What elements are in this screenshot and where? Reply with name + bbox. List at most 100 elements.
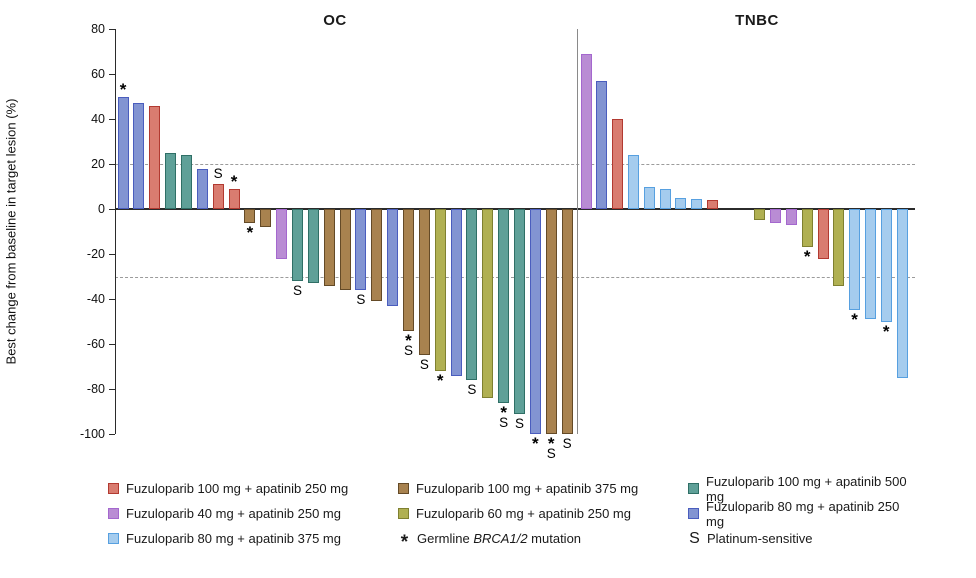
y-tick-label: -20 xyxy=(86,247,105,261)
bar-oc-23 xyxy=(466,209,478,380)
brca-mutation-mark: * xyxy=(851,310,858,330)
legend-label: Fuzuloparib 60 mg + apatinib 250 mg xyxy=(416,506,631,521)
bar-tnbc-3 xyxy=(612,119,624,209)
y-tick-label: -40 xyxy=(86,292,105,306)
platinum-sensitive-mark: S xyxy=(356,292,366,307)
brca-mutation-mark: * xyxy=(500,402,507,422)
y-tick-label: 80 xyxy=(91,22,105,36)
y-tick xyxy=(109,73,115,75)
legend-swatch xyxy=(688,483,699,494)
legend-item-lightblue: Fuzuloparib 80 mg + apatinib 375 mg xyxy=(108,530,398,547)
y-tick xyxy=(109,118,115,120)
bar-tnbc-5 xyxy=(643,186,655,209)
bar-oc-22 xyxy=(450,209,462,376)
legend-swatch xyxy=(108,508,119,519)
y-tick-label: -60 xyxy=(86,337,105,351)
platinum-sensitive-mark: S xyxy=(514,415,524,431)
legend-swatch xyxy=(108,533,119,544)
bar-oc-19 xyxy=(402,209,414,331)
s-symbol: S xyxy=(689,529,700,547)
bar-tnbc-15 xyxy=(801,209,813,248)
platinum-sensitive-mark: S xyxy=(467,382,477,397)
platinum-sensitive-mark: S xyxy=(562,436,572,451)
bar-tnbc-13 xyxy=(770,209,782,223)
y-tick xyxy=(109,28,115,30)
brca-mutation-mark: * xyxy=(246,222,254,242)
bar-tnbc-17 xyxy=(833,209,845,286)
y-tick-label: -100 xyxy=(79,427,105,441)
y-tick xyxy=(109,388,115,390)
brca-mutation-mark: * xyxy=(803,247,811,267)
bar-oc-15 xyxy=(339,209,351,290)
legend-swatch xyxy=(398,483,409,494)
platinum-sensitive-mark: S xyxy=(403,342,413,358)
panel-title-tnbc: TNBC xyxy=(735,12,779,29)
asterisk-symbol: * xyxy=(400,531,409,553)
brca-mutation-mark: * xyxy=(119,79,127,99)
bar-oc-11 xyxy=(276,209,288,259)
panel-title-oc: OC xyxy=(323,12,347,29)
brca-mutation-mark: * xyxy=(532,434,539,453)
platinum-sensitive-mark: S xyxy=(419,357,429,373)
brca-mutation-mark: * xyxy=(882,321,890,341)
y-tick-label: -80 xyxy=(86,382,105,396)
bar-oc-27 xyxy=(529,209,541,434)
bar-tnbc-6 xyxy=(659,188,671,209)
bar-tnbc-7 xyxy=(675,197,687,209)
bar-oc-28 xyxy=(545,209,557,434)
legend-label: Germline BRCA1/2 mutation xyxy=(417,531,582,546)
legend-swatch xyxy=(688,508,699,519)
bar-tnbc-9 xyxy=(706,200,718,209)
y-tick-label: 0 xyxy=(98,202,105,216)
bar-oc-8 xyxy=(228,188,240,209)
legend-item-purple: Fuzuloparib 40 mg + apatinib 250 mg xyxy=(108,505,398,522)
bar-tnbc-18 xyxy=(849,209,861,311)
brca-mutation-mark: * xyxy=(547,434,555,453)
bar-tnbc-21 xyxy=(896,209,908,378)
bar-oc-1 xyxy=(117,96,129,209)
bar-tnbc-1 xyxy=(580,53,592,209)
legend-label: Fuzuloparib 100 mg + apatinib 375 mg xyxy=(416,481,639,496)
bar-tnbc-2 xyxy=(596,80,608,209)
legend-column-2: Fuzuloparib 100 mg + apatinib 375 mg Fuzu… xyxy=(398,480,688,553)
bar-oc-7 xyxy=(212,184,224,209)
legend-column-1: Fuzuloparib 100 mg + apatinib 250 mg Fuzu… xyxy=(108,480,398,547)
legend-label: Fuzuloparib 40 mg + apatinib 250 mg xyxy=(126,506,341,521)
bar-oc-21 xyxy=(434,209,446,371)
legend-item-platinum-sensitive: S Platinum-sensitive xyxy=(688,530,918,547)
bar-tnbc-8 xyxy=(691,198,703,209)
legend-label: Fuzuloparib 80 mg + apatinib 375 mg xyxy=(126,531,341,546)
brca-mutation-mark: * xyxy=(230,171,238,191)
bar-oc-25 xyxy=(498,209,510,403)
bar-oc-2 xyxy=(133,103,145,209)
bar-oc-14 xyxy=(323,209,335,286)
platinum-sensitive-mark: S xyxy=(213,166,223,182)
legend-item-teal: Fuzuloparib 100 mg + apatinib 500 mg xyxy=(688,474,918,504)
bar-oc-9 xyxy=(244,209,256,223)
bar-tnbc-4 xyxy=(627,155,639,209)
legend-swatch xyxy=(398,508,409,519)
bar-oc-12 xyxy=(291,209,303,281)
panel-divider xyxy=(577,29,578,434)
bar-oc-10 xyxy=(260,209,272,227)
y-tick xyxy=(109,298,115,300)
platinum-sensitive-mark: S xyxy=(292,283,302,298)
legend-label: Fuzuloparib 80 mg + apatinib 250 mg xyxy=(706,498,900,529)
platinum-sensitive-mark: S xyxy=(546,446,556,461)
bar-oc-5 xyxy=(180,155,192,209)
legend-item-olive: Fuzuloparib 60 mg + apatinib 250 mg xyxy=(398,505,688,522)
legend: Fuzuloparib 100 mg + apatinib 250 mg Fuzu… xyxy=(108,474,918,553)
bar-oc-3 xyxy=(149,105,161,209)
brca-mutation-mark: * xyxy=(436,371,444,390)
bar-tnbc-19 xyxy=(864,209,876,320)
y-tick-label: 60 xyxy=(91,67,105,81)
bar-oc-4 xyxy=(165,152,177,209)
y-tick xyxy=(109,163,115,165)
bar-oc-17 xyxy=(371,209,383,302)
platinum-sensitive-mark: S xyxy=(499,414,509,430)
bar-oc-13 xyxy=(307,209,319,284)
bar-tnbc-20 xyxy=(880,209,892,322)
legend-item-blueviolet: Fuzuloparib 80 mg + apatinib 250 mg xyxy=(688,499,918,529)
